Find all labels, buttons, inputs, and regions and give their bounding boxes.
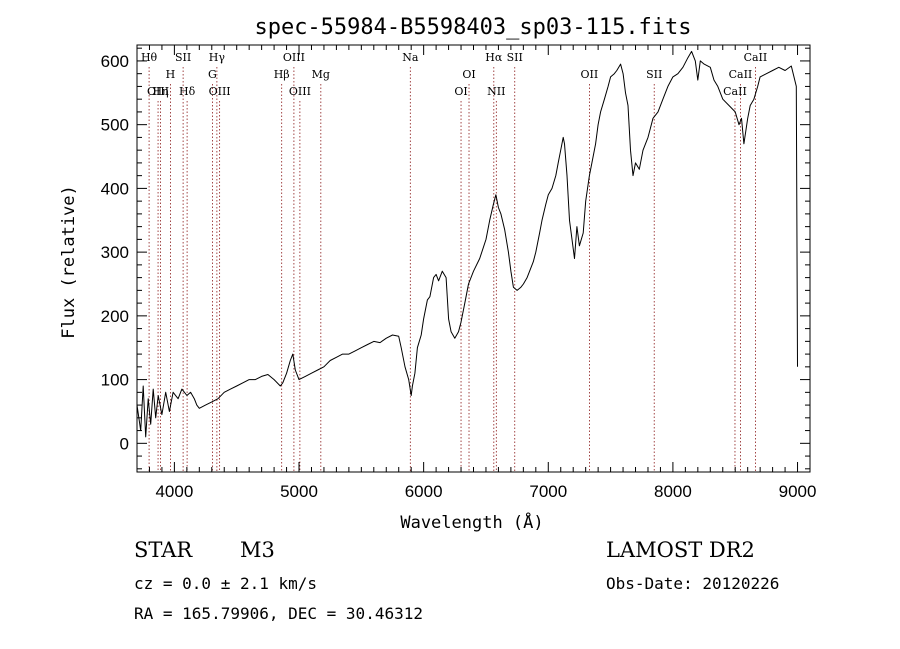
spectrum-chart: spec-55984-B5598403_sp03-115.fits Hθ OIII… bbox=[59, 15, 817, 533]
y-tick-label: 0 bbox=[120, 434, 129, 453]
chart-title: spec-55984-B5598403_sp03-115.fits bbox=[254, 15, 691, 40]
marker-label: Hγ bbox=[209, 51, 226, 64]
survey-label: LAMOST DR2 bbox=[606, 538, 755, 562]
marker-label: Hη bbox=[152, 85, 168, 98]
redshift-label: cz = 0.0 ± 2.1 km/s bbox=[134, 574, 318, 593]
marker-label: SII bbox=[175, 51, 191, 64]
x-tick-label: 9000 bbox=[779, 482, 817, 501]
y-tick-label: 100 bbox=[101, 371, 129, 390]
y-tick-label: 200 bbox=[101, 307, 129, 326]
subclass-label: M3 bbox=[240, 538, 275, 562]
y-axis-title: Flux (relative) bbox=[59, 185, 79, 339]
object-class-label: STAR bbox=[134, 538, 193, 562]
y-tick-label: 500 bbox=[101, 116, 129, 135]
x-tick-label: 5000 bbox=[280, 482, 318, 501]
line-marker-layer: HθOIIIHηHSIIHδHγGOIIIOIIIHβOIIIMgNaOIOIH… bbox=[141, 51, 767, 472]
plot-frame bbox=[136, 44, 811, 473]
marker-label: H bbox=[166, 68, 176, 81]
marker-label: Hδ bbox=[179, 85, 196, 98]
marker-label: G bbox=[208, 68, 217, 81]
marker-label: OIII bbox=[147, 85, 169, 98]
marker-label: OI bbox=[462, 68, 475, 81]
x-tick-label: 4000 bbox=[155, 482, 193, 501]
spectrum-line-0 bbox=[136, 50, 798, 438]
obs-date-label: Obs-Date: 20120226 bbox=[606, 574, 780, 593]
spectrum-layer bbox=[136, 50, 798, 438]
coordinates-label: RA = 165.79906, DEC = 30.46312 bbox=[134, 604, 423, 623]
marker-label: CaII bbox=[723, 85, 747, 98]
marker-label: OIII bbox=[209, 85, 231, 98]
marker-label: Hβ bbox=[274, 68, 290, 81]
marker-label: OIII bbox=[289, 85, 311, 98]
x-axis-title: Wavelength (Å) bbox=[400, 511, 543, 533]
marker-label: CaII bbox=[729, 68, 753, 81]
x-tick-label: 7000 bbox=[529, 482, 567, 501]
marker-label: Mg bbox=[312, 68, 330, 81]
y-tick-label: 600 bbox=[101, 52, 129, 71]
marker-label: Hθ bbox=[141, 51, 158, 64]
x-tick-label: 8000 bbox=[654, 482, 692, 501]
y-tick-label: 400 bbox=[101, 179, 129, 198]
marker-label: SII bbox=[646, 68, 662, 81]
marker-label: Hα bbox=[485, 51, 503, 64]
axis-layer: 4000 5000 6000 7000 8000 9000 0 100 200 300 400 500… bbox=[101, 45, 817, 501]
marker-label: OII bbox=[581, 68, 599, 81]
marker-label: CaII bbox=[744, 51, 768, 64]
marker-label: Na bbox=[402, 51, 419, 64]
marker-label: SII bbox=[507, 51, 523, 64]
y-tick-label: 300 bbox=[101, 243, 129, 262]
marker-label: OI bbox=[454, 85, 467, 98]
x-tick-label: 6000 bbox=[405, 482, 443, 501]
marker-label: OIII bbox=[283, 51, 305, 64]
marker-label: NII bbox=[487, 85, 505, 98]
